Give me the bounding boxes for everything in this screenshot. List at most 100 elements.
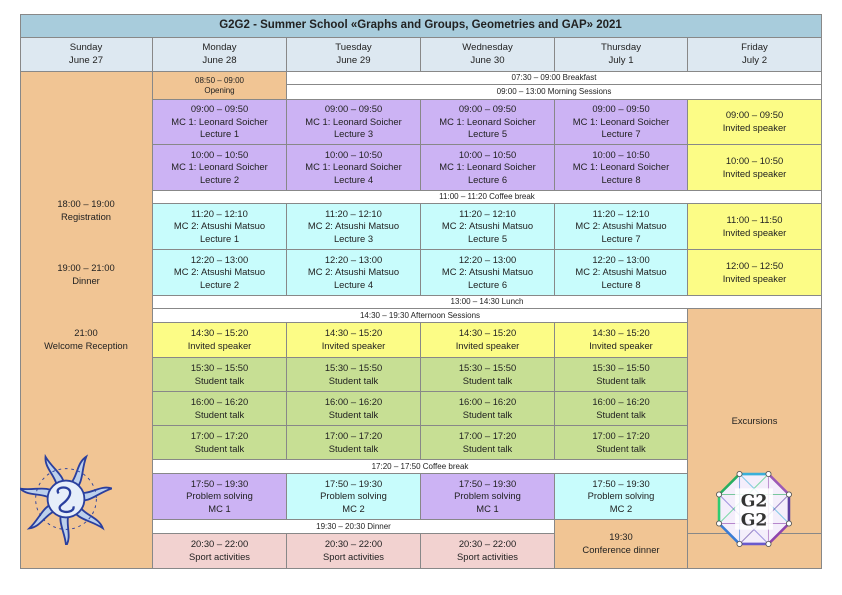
- student-talk-cell: 15:30 – 15:50 Student talk: [287, 358, 421, 392]
- cell-line: 09:00 – 13:00 Morning Sessions: [496, 87, 612, 96]
- sunday-event-label: Dinner: [72, 274, 100, 286]
- cell-line: 17:00 – 17:20: [324, 429, 383, 441]
- cell-line: 17:50 – 19:30: [458, 477, 517, 489]
- cell-line: Invited speaker: [722, 272, 787, 284]
- student-talk-cell: 17:00 – 17:20 Student talk: [555, 426, 688, 460]
- cell-line: Sport activities: [189, 551, 250, 562]
- cell-line: Lecture 5: [467, 232, 508, 244]
- mc1-lecture-cell: 10:00 – 10:50 MC 1: Leonard Soicher Lectur…: [153, 145, 287, 191]
- cell-line: June 29: [336, 54, 371, 66]
- mc2-lecture-cell: 12:20 – 13:00 MC 2: Atsushi Matsuo Lecture…: [421, 250, 555, 296]
- student-talk-cell: 17:00 – 17:20 Student talk: [287, 426, 421, 460]
- problem-solving-cell: 17:50 – 19:30 Problem solving MC 2: [555, 474, 688, 520]
- sport-activities-cell: 20:30 – 22:00 Sport activities: [287, 534, 421, 569]
- afternoon-sessions-bar: 14:30 – 19:30 Afternoon Sessions: [153, 309, 688, 323]
- page-title: G2G2 - Summer School «Graphs and Groups,…: [20, 14, 822, 38]
- cell-line: MC 2: [342, 502, 365, 514]
- cell-line: 10:00 – 10:50: [592, 148, 650, 160]
- cell-line: 10:00 – 10:50: [190, 148, 249, 160]
- cell-line: 12:20 – 13:00: [592, 253, 650, 265]
- cell-line: Thursday: [601, 42, 641, 53]
- cell-line: Sport activities: [323, 551, 384, 562]
- mc2-lecture-cell: 12:20 – 13:00 MC 2: Atsushi Matsuo Lecture…: [555, 250, 688, 296]
- sunday-event-time: 18:00 – 19:00: [57, 198, 115, 209]
- cell-line: Lecture 8: [601, 278, 641, 290]
- mc1-lecture-cell: 09:00 – 09:50 MC 1: Leonard Soicher Lectur…: [555, 100, 688, 145]
- cell-line: 17:00 – 17:20: [190, 429, 249, 441]
- cell-line: MC 1: Leonard Soicher: [439, 115, 536, 127]
- cell-line: 13:00 – 14:30 Lunch: [450, 297, 524, 306]
- cell-line: 10:00 – 10:50: [324, 148, 383, 160]
- cell-line: 15:30 – 15:50: [458, 361, 517, 373]
- student-talk-cell: 17:00 – 17:20 Student talk: [421, 426, 555, 460]
- cell-line: Opening: [204, 85, 235, 95]
- cell-line: Conference dinner: [582, 544, 660, 555]
- cell-line: 14:30 – 15:20: [190, 327, 249, 339]
- student-talk-cell: 16:00 – 16:20 Student talk: [287, 392, 421, 426]
- cell-line: 20:30 – 22:00: [324, 538, 383, 550]
- cell-line: Student talk: [596, 408, 646, 420]
- cell-line: 16:00 – 16:20: [458, 395, 517, 407]
- day-header-wednesday: Wednesday June 30: [421, 38, 555, 72]
- student-talk-cell: 16:00 – 16:20 Student talk: [153, 392, 287, 426]
- cell-line: July 1: [608, 54, 634, 66]
- cell-line: Lecture 4: [333, 278, 374, 290]
- mc1-lecture-cell: 09:00 – 09:50 MC 1: Leonard Soicher Lectur…: [153, 100, 287, 145]
- cell-line: 14:30 – 15:20: [458, 327, 517, 339]
- cell-line: MC 1: Leonard Soicher: [171, 115, 268, 127]
- cell-line: Lecture 1: [199, 232, 240, 244]
- cell-line: MC 1: Leonard Soicher: [305, 115, 402, 127]
- cell-line: MC 2: Atsushi Matsuo: [173, 220, 266, 232]
- friday-invited-cell: 12:00 – 12:50 Invited speaker: [688, 250, 822, 296]
- cell-line: 20:30 – 22:00: [190, 538, 249, 550]
- breakfast-bar: 07:30 – 09:00 Breakfast: [287, 72, 822, 85]
- cell-line: 19:30: [609, 531, 633, 543]
- mc2-lecture-cell: 11:20 – 12:10 MC 2: Atsushi Matsuo Lecture…: [287, 204, 421, 250]
- cell-line: MC 2: Atsushi Matsuo: [307, 220, 400, 232]
- cell-line: 16:00 – 16:20: [324, 395, 383, 407]
- student-talk-cell: 16:00 – 16:20 Student talk: [555, 392, 688, 426]
- cell-line: 14:30 – 19:30 Afternoon Sessions: [359, 310, 481, 320]
- cell-line: 11:00 – 11:50: [726, 213, 783, 225]
- day-header-tuesday: Tuesday June 29: [287, 38, 421, 72]
- cell-line: MC 1: [476, 502, 499, 514]
- coffee-break-bar: 11:00 – 11:20 Coffee break: [153, 191, 822, 204]
- cell-line: Problem solving: [454, 490, 521, 502]
- cell-line: Student talk: [328, 442, 379, 454]
- student-talk-cell: 15:30 – 15:50 Student talk: [555, 358, 688, 392]
- cell-line: 17:50 – 19:30: [324, 477, 383, 489]
- cell-line: Student talk: [462, 442, 513, 454]
- day-header-sunday: Sunday June 27: [20, 38, 153, 72]
- cell-line: MC 2: Atsushi Matsuo: [307, 266, 400, 278]
- sunday-event: 18:00 – 19:00 Registration: [20, 198, 152, 223]
- cell-line: MC 2: Atsushi Matsuo: [575, 220, 667, 232]
- cell-line: Student talk: [194, 374, 245, 386]
- cell-line: 16:00 – 16:20: [190, 395, 249, 407]
- cell-line: MC 1: Leonard Soicher: [305, 161, 402, 173]
- cell-line: 17:50 – 19:30: [190, 477, 249, 489]
- cell-line: Invited speaker: [455, 340, 520, 351]
- cell-line: Invited speaker: [722, 122, 787, 133]
- cell-line: 09:00 – 09:50: [725, 109, 784, 121]
- cell-line: MC 2: Atsushi Matsuo: [441, 266, 534, 278]
- cell-line: 19:30 – 20:30 Dinner: [316, 521, 391, 531]
- cell-line: 17:50 – 19:30: [592, 477, 650, 489]
- cell-line: MC 2: Atsushi Matsuo: [173, 266, 266, 278]
- cell-line: Problem solving: [186, 490, 253, 502]
- cell-line: 09:00 – 09:50: [324, 103, 383, 115]
- afternoon-invited-cell: 14:30 – 15:20 Invited speaker: [287, 323, 421, 358]
- mc1-lecture-cell: 10:00 – 10:50 MC 1: Leonard Soicher Lectur…: [287, 145, 421, 191]
- cell-line: Lecture 3: [333, 128, 374, 140]
- sunday-event-label: Registration: [60, 210, 112, 222]
- cell-line: 10:00 – 10:50: [458, 148, 517, 160]
- sport-activities-cell: 20:30 – 22:00 Sport activities: [153, 534, 287, 569]
- cell-line: 11:20 – 12:10: [191, 207, 248, 219]
- sunday-event-time: 21:00: [74, 327, 98, 338]
- cell-line: Wednesday: [462, 42, 513, 53]
- cell-line: 14:30 – 15:20: [592, 327, 650, 339]
- cell-line: 11:00 – 11:20 Coffee break: [439, 192, 535, 201]
- mc1-lecture-cell: 10:00 – 10:50 MC 1: Leonard Soicher Lectur…: [421, 145, 555, 191]
- day-header-friday: Friday July 2: [688, 38, 822, 72]
- cell-line: Lecture 6: [467, 173, 508, 185]
- cell-line: Monday: [202, 42, 237, 53]
